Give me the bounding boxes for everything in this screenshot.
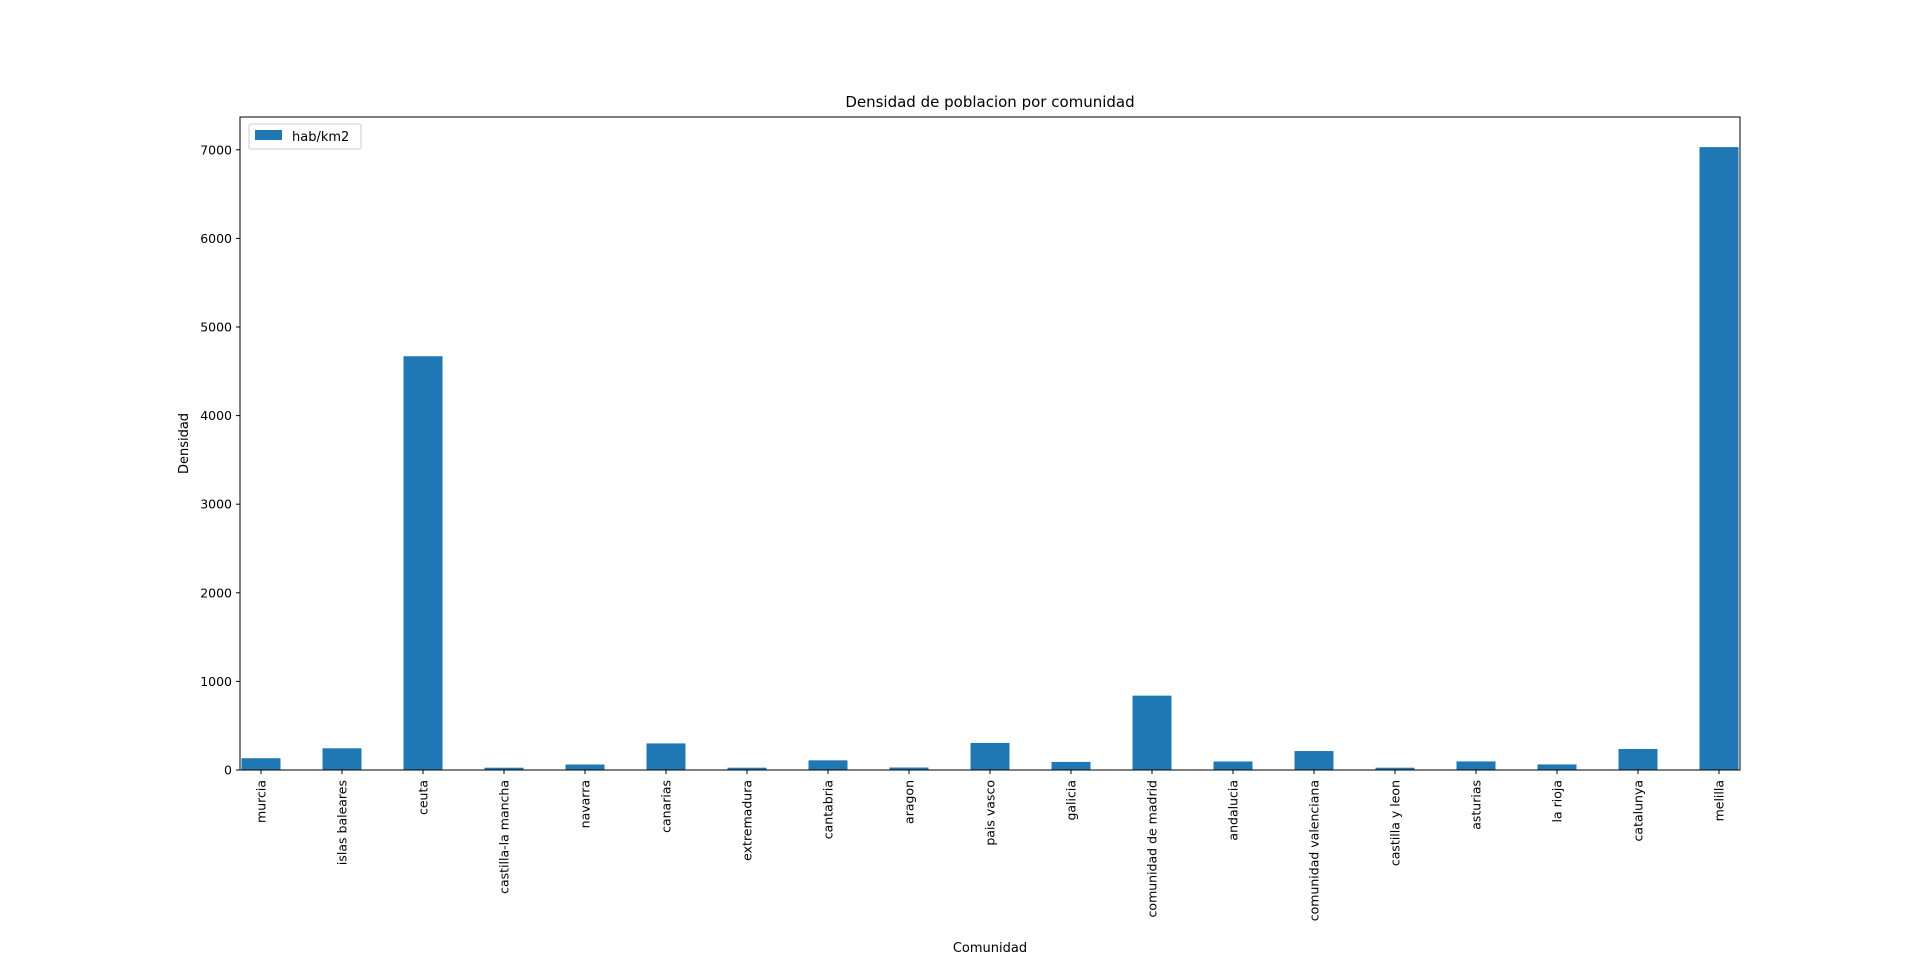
bar-ceuta <box>403 356 443 770</box>
x-tick-label: melilla <box>1712 780 1727 821</box>
bar-asturias <box>1456 761 1496 770</box>
x-axis-label: Comunidad <box>953 941 1027 956</box>
y-tick-label: 3000 <box>200 497 232 512</box>
plot-frame <box>239 116 1741 771</box>
x-tick-label: pais vasco <box>983 780 998 846</box>
x-tick-label: navarra <box>578 780 593 828</box>
y-tick-label: 1000 <box>200 674 232 689</box>
x-tick-label: andalucia <box>1226 780 1241 841</box>
bar-galicia <box>1051 761 1091 770</box>
legend-label: hab/km2 <box>292 130 349 145</box>
bar-cantabria <box>808 760 848 770</box>
bar-comunidad-valenciana <box>1294 751 1334 770</box>
y-tick-label: 6000 <box>200 231 232 246</box>
bar-comunidad-de-madrid <box>1132 695 1172 770</box>
x-tick-label: comunidad de madrid <box>1145 780 1160 917</box>
x-tick-label: extremadura <box>740 780 755 861</box>
legend: hab/km2 <box>248 123 362 150</box>
x-tick-label: islas baleares <box>335 780 350 865</box>
x-tick-label: aragon <box>902 780 917 824</box>
x-tick-label: murcia <box>254 780 269 823</box>
y-tick-label: 0 <box>224 763 232 778</box>
legend-swatch <box>255 130 282 140</box>
y-tick-label: 7000 <box>200 142 232 157</box>
bar-navarra <box>565 764 605 770</box>
bar-castilla-y-leon <box>1375 767 1415 770</box>
bar-melilla <box>1699 147 1739 770</box>
y-tick-label: 5000 <box>200 319 232 334</box>
bar-canarias <box>646 743 686 770</box>
x-tick-label: ceuta <box>416 780 431 815</box>
y-axis: 0 1000 2000 3000 4000 5000 6000 7000 <box>200 142 240 778</box>
y-axis-label: Densidad <box>177 413 192 474</box>
bar-castilla-la-mancha <box>484 767 524 770</box>
x-tick-label: cantabria <box>821 780 836 839</box>
x-tick-label: la rioja <box>1550 780 1565 823</box>
x-tick-label: comunidad valenciana <box>1307 780 1322 921</box>
x-tick-label: castilla y leon <box>1388 780 1403 866</box>
bar-murcia <box>241 758 281 770</box>
bars-layer <box>241 147 1739 770</box>
bar-pais-vasco <box>970 742 1010 770</box>
x-tick-label: castilla-la mancha <box>497 780 512 894</box>
bar-extremadura <box>727 767 767 770</box>
chart-title: Densidad de poblacion por comunidad <box>845 93 1134 111</box>
bar-aragon <box>889 767 929 770</box>
x-axis: murcia islas baleares ceuta castilla-la man… <box>254 770 1727 921</box>
y-tick-label: 4000 <box>200 408 232 423</box>
x-tick-label: galicia <box>1064 780 1079 821</box>
x-tick-label: asturias <box>1469 780 1484 830</box>
bar-andalucia <box>1213 761 1253 770</box>
y-tick-label: 2000 <box>200 585 232 600</box>
x-tick-label: catalunya <box>1631 780 1646 841</box>
x-tick-label: canarias <box>659 780 674 833</box>
bar-la-rioja <box>1537 764 1577 770</box>
bar-islas-baleares <box>322 748 362 770</box>
bar-catalunya <box>1618 749 1658 770</box>
